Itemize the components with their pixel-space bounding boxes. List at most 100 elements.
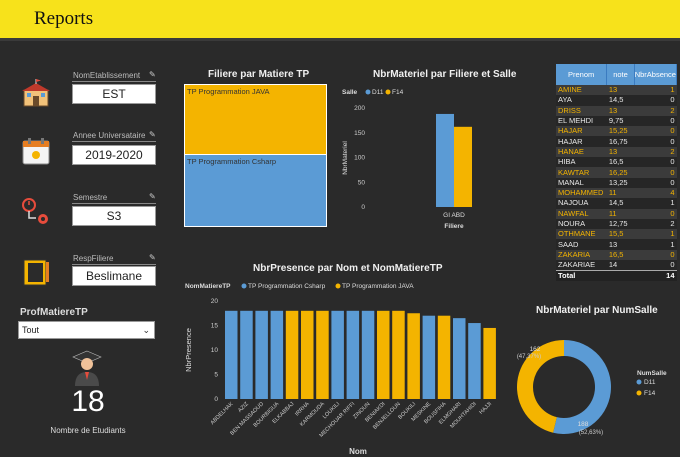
bar-bourbigua[interactable] [270,310,284,399]
bar-beniakdi[interactable] [377,310,390,399]
table-row[interactable]: HIBA 16,5 0 [556,157,677,168]
table-row[interactable]: NAWFAL 11 0 [556,208,677,219]
bar-hajji[interactable] [483,327,496,399]
kpi-underline [72,81,156,82]
bar-d11[interactable] [436,113,454,207]
edit-icon[interactable]: ✎ [149,130,156,139]
table-row[interactable]: NOURA 12,75 2 [556,218,677,230]
table-cell: DRISS [556,105,607,116]
bar-elkabbaj[interactable] [285,310,299,399]
table-cell: 0 [634,157,677,168]
kpi-label-annee: Annee Universataire [73,131,146,140]
bar-irrha[interactable] [301,310,314,399]
table-row[interactable]: HANAE 13 2 [556,146,677,158]
table-row[interactable]: AYA 14,5 0 [556,95,677,106]
bar-f14[interactable] [454,126,472,207]
data-label: 188 [578,421,589,428]
kpi-label-respfiliere: RespFiliere [73,254,114,263]
table-row[interactable]: ZAKARIA 16,5 0 [556,249,677,261]
y-tick-label: 20 [211,298,219,305]
student-count-label: Nombre de Etudiants [50,426,126,435]
bar-mechouar-riffi[interactable] [346,310,360,399]
table-header-row: Prenom note NbrAbsence [556,64,678,85]
bar-loukili[interactable] [331,310,344,399]
table-cell: 0 [634,177,677,188]
table-cell: HANAE [556,146,607,158]
x-axis-label: Nom [349,447,367,456]
table-row[interactable]: EL MEHDI 9,75 0 [556,115,677,127]
y-axis-label: NbrPresence [184,328,193,372]
table-cell: ZAKARIA [556,249,607,261]
table-cell: 2 [634,105,677,116]
table-row[interactable]: KAWTAR 16,25 0 [556,167,677,178]
bar-boukili[interactable] [407,313,420,399]
bar-mouhtahidi[interactable] [468,323,481,399]
table-row[interactable]: DRISS 13 2 [556,105,677,116]
edit-icon[interactable]: ✎ [149,70,156,79]
edit-icon[interactable]: ✎ [149,192,156,201]
table-row[interactable]: MOHAMMED 11 4 [556,187,677,199]
kpi-underline [72,203,156,204]
bar-bousfiha[interactable] [437,315,451,399]
donut-slice-f14[interactable] [517,340,564,433]
workflow-gear-icon [22,198,48,224]
bar-abdelhak[interactable] [225,310,238,399]
treemap-cell-csharp[interactable]: TP Programmation Csharp [185,155,326,226]
materiel-filiere-chart: Salle D11 F14 200 150 100 50 0 NbrMateriel GI ABD… [342,89,472,230]
prof-matiere-dropdown[interactable]: Tout ⌄ [18,321,155,339]
legend-title: NumSalle [637,370,667,377]
y-tick-label: 50 [358,179,366,186]
table-row[interactable]: SAAD 13 1 [556,239,677,250]
table-cell: 1 [634,85,677,96]
table-row[interactable]: HAJAR 16,75 0 [556,136,677,147]
y-tick-label: 5 [214,372,218,379]
legend-marker-f14 [385,89,391,95]
slicer-title: ProfMatiereTP [20,307,88,318]
legend-entry: D11 [372,89,384,96]
table-cell: MANAL [556,177,607,188]
chart1-title: NbrMateriel par Filiere et Salle [373,69,517,80]
legend-entry: F14 [644,390,656,397]
treemap-cell-java[interactable]: TP Programmation JAVA [185,85,326,154]
table-row[interactable]: MANAL 13,25 0 [556,177,677,188]
table-cell: 15,25 [606,126,635,137]
bar-ben-massaoud[interactable] [255,310,268,399]
table-cell: NAWFAL [556,208,607,219]
table-cell: 11 [606,208,635,219]
bar-zinoun[interactable] [361,310,375,399]
table-row[interactable]: NAJOUA 14,5 1 [556,198,677,209]
table-row[interactable]: HAJAR 15,25 0 [556,126,677,137]
column-header[interactable]: NbrAbsence [634,64,678,85]
kpi-underline [72,141,156,142]
table-cell: 14,5 [606,198,635,209]
bar-karmouda[interactable] [316,310,329,399]
treemap-label: TP Programmation Csharp [187,157,277,166]
chevron-down-icon[interactable]: ⌄ [142,325,150,335]
bar-benjelloun[interactable] [392,310,405,399]
dropdown-value: Tout [22,325,40,335]
x-axis-label: Filiere [444,223,464,230]
legend-marker-d11 [365,89,371,95]
legend-entry: TP Programmation Csharp [248,283,326,290]
kpi-label-semestre: Semestre [73,193,108,202]
x-tick-label: GI ABD [443,212,465,219]
table-row[interactable]: OTHMANE 15,5 1 [556,229,677,240]
bar-aziz[interactable] [240,310,253,399]
table-cell: NOURA [556,218,607,230]
edit-icon[interactable]: ✎ [149,253,156,262]
column-header[interactable]: Prenom [556,64,608,85]
table-row[interactable]: ZAKARIAE 14 0 [556,260,677,271]
table-cell: EL MEHDI [556,115,607,127]
column-header[interactable]: note [606,64,635,85]
table-cell: 0 [634,167,677,178]
table-cell: SAAD [556,239,607,250]
donut-slice-d11[interactable] [553,340,611,434]
table-row[interactable]: AMINE 13 1 [556,85,677,96]
bar-meskine[interactable] [422,315,436,399]
table-cell: KAWTAR [556,167,607,178]
table-cell: 0 [634,136,677,147]
legend-entry: TP Programmation JAVA [342,283,414,290]
treemap-label: TP Programmation JAVA [187,87,270,96]
bar-elmghari[interactable] [453,318,466,399]
header-bar: Reports [0,0,680,38]
